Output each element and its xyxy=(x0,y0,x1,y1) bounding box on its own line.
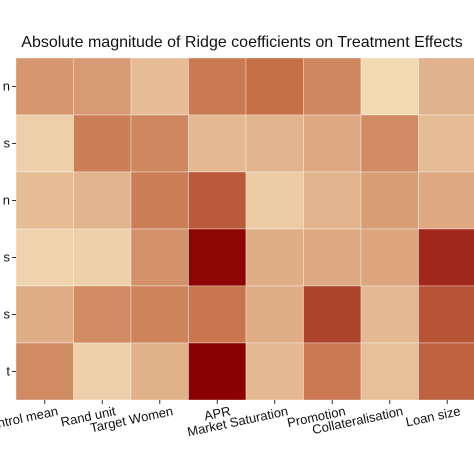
x-tick-label: Loan size xyxy=(404,403,462,429)
y-axis: n s n s s t xyxy=(3,79,16,379)
heatmap-cell xyxy=(303,228,362,287)
heatmap-cell xyxy=(360,228,419,287)
heatmap-cell xyxy=(245,171,304,230)
heatmap-cell xyxy=(188,342,247,401)
x-tick-label: APR xyxy=(203,403,232,423)
chart-title: Absolute magnitude of Ridge coefficients… xyxy=(21,34,462,51)
heatmap-cell xyxy=(303,57,362,116)
y-tick-label: n xyxy=(3,193,10,208)
heatmap-cell xyxy=(418,171,474,230)
heatmap-cell xyxy=(15,342,74,401)
heatmap-cell xyxy=(130,114,189,173)
heatmap-cell xyxy=(245,57,304,116)
heatmap-cell xyxy=(418,285,474,344)
heatmap-cell xyxy=(303,342,362,401)
y-tick-label: n xyxy=(3,79,10,94)
heatmap-cell xyxy=(188,114,247,173)
y-tick-label: t xyxy=(6,364,10,379)
x-tick-label: Control mean xyxy=(0,403,59,434)
heatmap-cell xyxy=(15,171,74,230)
x-tick-label: Market Saturation xyxy=(186,403,289,439)
heatmap-cell xyxy=(418,114,474,173)
heatmap-cell xyxy=(360,57,419,116)
heatmap-cell xyxy=(418,228,474,287)
y-tick-label: s xyxy=(4,136,11,151)
heatmap-cell xyxy=(73,57,132,116)
heatmap-cell xyxy=(245,228,304,287)
heatmap-cell xyxy=(418,342,474,401)
heatmap-cell xyxy=(360,342,419,401)
heatmap-cell xyxy=(73,114,132,173)
heatmap-cell xyxy=(130,228,189,287)
heatmap-cell xyxy=(360,285,419,344)
heatmap-cell xyxy=(130,342,189,401)
heatmap-cell xyxy=(303,114,362,173)
heatmap-cell xyxy=(15,114,74,173)
heatmap-cell xyxy=(15,285,74,344)
heatmap-cell xyxy=(130,57,189,116)
heatmap-cell xyxy=(188,228,247,287)
heatmap-cell xyxy=(360,171,419,230)
heatmap-cell xyxy=(188,57,247,116)
heatmap-cell xyxy=(303,285,362,344)
heatmap-cell xyxy=(73,342,132,401)
heatmap-cell xyxy=(130,285,189,344)
heatmap-cell xyxy=(245,114,304,173)
heatmap-cell xyxy=(418,57,474,116)
heatmap-cell xyxy=(360,114,419,173)
y-tick-label: s xyxy=(4,250,11,265)
heatmap-cell xyxy=(130,171,189,230)
heatmap-cell xyxy=(15,228,74,287)
heatmap-cell xyxy=(188,285,247,344)
y-tick-label: s xyxy=(4,307,11,322)
heatmap-cell xyxy=(73,285,132,344)
heatmap-cell xyxy=(303,171,362,230)
heatmap-cell xyxy=(188,171,247,230)
heatmap-cell xyxy=(73,171,132,230)
heatmap-cell xyxy=(245,342,304,401)
heatmap-cells xyxy=(15,57,474,401)
heatmap-cell xyxy=(245,285,304,344)
heatmap-cell xyxy=(73,228,132,287)
heatmap-cell xyxy=(15,57,74,116)
